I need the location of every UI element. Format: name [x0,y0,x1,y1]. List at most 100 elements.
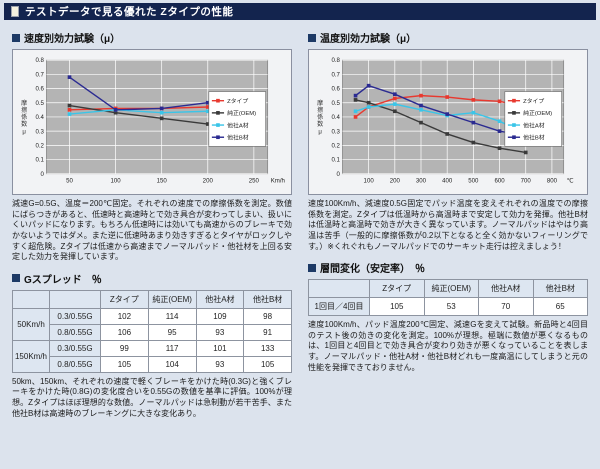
row-label-speed: 150Km/h [12,339,50,373]
row-label: 1回目／4回目 [308,297,370,317]
row-label-cond: 0.8/0.55G [49,355,101,373]
svg-text:0: 0 [41,171,45,178]
cell-a: 109 [195,307,245,325]
square-bullet-icon [308,263,316,272]
svg-text:0.5: 0.5 [35,100,44,107]
temp-test-chart: 0 0.1 0.2 0.3 0.4 0.5 0.6 0.7 0.8 100 200 300 400 500… [317,57,574,184]
svg-text:700: 700 [521,177,532,184]
cell-b: 91 [243,323,292,341]
cell-b: 105 [243,355,292,373]
svg-text:0.3: 0.3 [331,128,340,135]
cell-oem: 104 [147,355,197,373]
svg-text:0.6: 0.6 [331,86,340,93]
table-row: 1回目／4回目 105 53 70 65 [308,297,588,317]
cell-oem: 53 [423,297,479,317]
cell-b: 98 [243,307,292,325]
cell-z: 105 [369,297,425,317]
col-header-a: 他社A材 [478,279,534,299]
table-header-row: Zタイプ 純正(OEM) 他社A材 他社B材 [308,279,588,299]
svg-text:800: 800 [547,177,558,184]
svg-text:他社A材: 他社A材 [227,121,249,129]
table-row: 0.8/0.55G 106 95 93 91 [13,323,292,341]
row-label-cond: 0.3/0.55G [49,339,101,357]
svg-text:擦: 擦 [21,106,27,114]
section-title-bar: テストデータで見る優れた Zタイプの性能 [4,3,596,20]
cell-z: 102 [100,307,149,325]
svg-text:係: 係 [317,113,323,121]
page: { "colors": { "page_bg": "#dce3ed", "tit… [0,3,600,469]
square-bullet-icon [12,33,20,42]
cell-z: 105 [100,355,149,373]
svg-text:250: 250 [249,177,260,184]
temp-test-heading-text: 温度別効力試験（μ） [320,34,417,45]
svg-text:0.2: 0.2 [331,142,340,149]
col-header-b: 他社B材 [532,279,588,299]
corner-cell [308,279,370,299]
svg-text:℃: ℃ [567,177,574,184]
svg-text:μ: μ [318,128,322,135]
table-header-row: Zタイプ 純正(OEM) 他社A材 他社B材 [12,289,292,309]
svg-text:0.8: 0.8 [331,57,340,64]
svg-text:0.4: 0.4 [331,114,340,121]
svg-text:0.1: 0.1 [331,157,340,164]
row-label-cond: 0.3/0.55G [49,307,101,325]
svg-text:0.1: 0.1 [35,157,44,164]
gspread-note: 50km、150km、それぞれの速度で軽くブレーキをかけた時(0.3G)と強くブ… [12,376,292,418]
table-row: 0.8/0.55G 105 104 93 105 [13,355,292,373]
col-header-oem: 純正(OEM) [147,289,197,309]
col-header-a: 他社A材 [195,289,245,309]
svg-text:0: 0 [337,171,341,178]
svg-text:Zタイプ: Zタイプ [523,97,544,105]
temp-test-note: 速度100Km/h、減速度0.5G固定でパッド温度を変えそれぞれの温度での摩擦係… [308,199,588,251]
col-header-z: Zタイプ [100,289,149,309]
svg-text:Km/h: Km/h [271,177,285,184]
svg-text:0.6: 0.6 [35,86,44,93]
row-label-cond: 0.8/0.55G [49,323,101,341]
speed-test-chart-box: 0 0.1 0.2 0.3 0.4 0.5 0.6 0.7 0.8 50 100 150 200 250 K… [12,49,292,196]
gspread-heading-text: Gスプレッド ％ [24,274,102,286]
speed-test-chart: 0 0.1 0.2 0.3 0.4 0.5 0.6 0.7 0.8 50 100 150 200 250 K… [21,57,285,184]
section-title: テストデータで見る優れた Zタイプの性能 [25,6,234,18]
stability-table: Zタイプ 純正(OEM) 他社A材 他社B材 1回目／4回目 105 53 70… [308,279,588,317]
left-column: 速度別効力試験（μ） 0 0.1 0.2 0.3 0.4 0.5 0.6 0.7 0.8 50 10… [12,29,292,424]
temp-test-chart-box: 0 0.1 0.2 0.3 0.4 0.5 0.6 0.7 0.8 100 200 300 400 500… [308,49,588,196]
square-bullet-icon [308,33,316,42]
svg-text:150: 150 [157,177,168,184]
cell-a: 93 [195,323,245,341]
table-row: 150Km/h 0.3/0.55G 99 117 101 133 [12,339,292,373]
svg-text:0.8: 0.8 [35,57,44,64]
square-bullet-icon [12,274,20,283]
content: 速度別効力試験（μ） 0 0.1 0.2 0.3 0.4 0.5 0.6 0.7 0.8 50 10… [0,20,600,424]
gspread-table: Zタイプ 純正(OEM) 他社A材 他社B材 50Km/h 0.3/0.55G … [12,289,292,373]
stability-heading: 層間変化（安定率） ％ [308,260,588,275]
cell-a: 93 [195,355,245,373]
cell-a: 70 [478,297,534,317]
svg-text:μ: μ [22,128,26,135]
col-header-b: 他社B材 [243,289,292,309]
svg-text:200: 200 [203,177,214,184]
svg-text:500: 500 [468,177,479,184]
svg-text:純正(OEM): 純正(OEM) [227,109,256,117]
svg-text:0.7: 0.7 [35,71,44,78]
speed-test-heading-text: 速度別効力試験（μ） [24,34,121,45]
cell-b: 65 [532,297,588,317]
table-row: 50Km/h 0.3/0.55G 102 114 109 98 [12,307,292,341]
cell-z: 99 [100,339,149,357]
cell-oem: 114 [147,307,197,325]
row-label-speed: 50Km/h [12,307,50,341]
cell-b: 133 [243,339,292,357]
svg-text:係: 係 [21,113,27,121]
corner-cell [12,289,50,309]
svg-text:100: 100 [111,177,122,184]
right-column: 温度別効力試験（μ） 0 0.1 0.2 0.3 0.4 0.5 0.6 0.7 0.8 100 2… [308,29,588,424]
cell-z: 106 [100,323,149,341]
svg-text:摩: 摩 [317,99,323,107]
gspread-heading: Gスプレッド ％ [12,271,292,286]
svg-text:0.2: 0.2 [35,142,44,149]
speed-test-note: 減速G=0.5G、温度＝200℃固定。それぞれの速度での摩擦係数を測定。数値にば… [12,199,292,262]
svg-text:摩: 摩 [21,99,27,107]
stability-note: 速度100Km/h、パッド温度200℃固定、減速Gを変えて試験。新品時と4回目の… [308,320,588,372]
col-header-oem: 純正(OEM) [423,279,479,299]
cell-a: 101 [195,339,245,357]
temp-test-heading: 温度別効力試験（μ） [308,30,588,45]
